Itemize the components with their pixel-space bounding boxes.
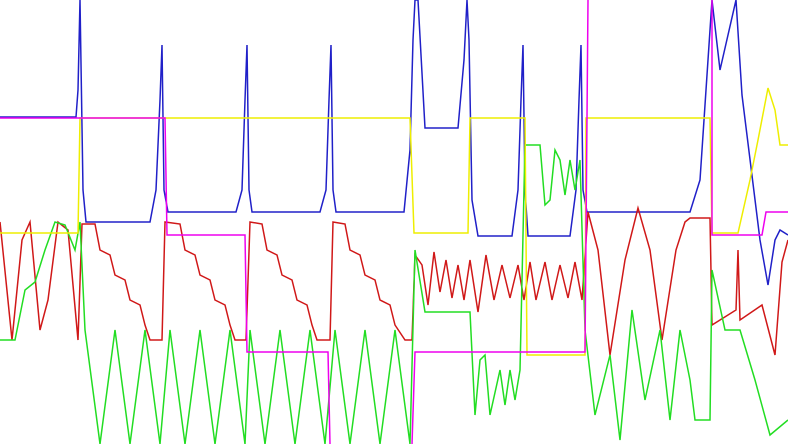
series-line [0, 0, 788, 286]
series-line [0, 144, 788, 444]
